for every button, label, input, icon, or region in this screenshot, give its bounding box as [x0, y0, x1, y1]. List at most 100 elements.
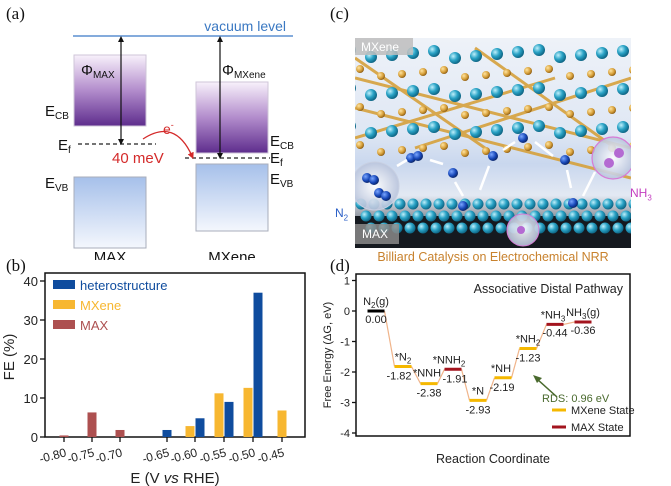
bar-mxene [185, 426, 195, 437]
rds-arrow-head [533, 375, 542, 383]
intermediate-label: N2(g) [363, 296, 389, 310]
d-connector [383, 310, 396, 367]
mxene-valence-band [195, 163, 269, 232]
mxene-evb-label: EVB [270, 171, 294, 190]
rds-annotation: RDS: 0.96 eV [542, 393, 610, 405]
d-ytick-label: 1 [344, 276, 350, 288]
bar-max [115, 429, 125, 437]
energy-value-label: -1.82 [386, 371, 411, 383]
b-xtick-label: -0.70 [94, 445, 124, 466]
illustration-graphic [355, 44, 631, 248]
chart-b-ylabel: FE (%) [1, 334, 18, 381]
mxene-ef-label: Ef [270, 150, 283, 169]
b-legend-label: heterostructure [80, 278, 167, 293]
energy-value-label: -2.19 [489, 382, 514, 394]
b-ytick-label: 0 [31, 430, 38, 445]
material-label-max: MAX [94, 249, 127, 260]
b-xtick-label: -0.45 [256, 445, 286, 466]
b-ytick-label: 40 [24, 274, 38, 289]
b-legend-label: MAX [80, 318, 109, 333]
energy-value-label: -2.93 [465, 404, 490, 416]
energy-value-label: -1.23 [515, 353, 540, 365]
b-legend-label: MXene [80, 298, 121, 313]
mxene-tag: MXene [361, 40, 400, 54]
chart-b-xlabel: E (V vs RHE) [130, 470, 219, 486]
mxene-tag-bg [355, 38, 413, 55]
billiard-catalysis-illustration: MXene MAX [355, 38, 631, 248]
b-ytick-label: 20 [24, 352, 38, 367]
b-xtick-label: -0.65 [141, 445, 171, 466]
band-diagram: vacuum level ΦMAX ΦMXene ECB Ef EVB ECB … [45, 18, 294, 260]
bar-heterostructure [224, 401, 234, 437]
d-connector [563, 321, 575, 326]
illustration-title: Billiard Catalysis on Electrochemical NR… [377, 250, 609, 264]
phi-mxene-label: ΦMXene [222, 62, 266, 81]
electron-transfer-arrow [142, 130, 194, 159]
bar-mxene [277, 410, 287, 437]
b-xtick-label: -0.50 [227, 445, 257, 466]
offset-label: 40 meV [112, 150, 164, 167]
max-ecb-label: ECB [45, 103, 69, 122]
max-substrate [355, 216, 631, 248]
d-connector [535, 324, 548, 349]
b-xtick-label: -0.60 [169, 445, 199, 466]
max-tag: MAX [362, 227, 389, 241]
n2-label: N2 [335, 206, 349, 223]
intermediate-label: *NH [491, 363, 511, 375]
intermediate-label: *NNH [413, 368, 441, 380]
b-xtick-label: -0.75 [66, 445, 96, 466]
nh3-bubble [591, 136, 631, 180]
max-ef-label: Ef [58, 137, 71, 156]
chart-d-xlabel: Reaction Coordinate [436, 452, 550, 466]
b-ytick-label: 30 [24, 313, 38, 328]
intermediate-label: *N2 [395, 352, 412, 366]
bar-max [59, 435, 69, 437]
chart-b-frame [44, 272, 306, 438]
bar-heterostructure [253, 292, 263, 437]
chart-d-ylabel: Free Energy (ΔG, eV) [322, 302, 334, 408]
vacuum-level-label: vacuum level [204, 18, 286, 34]
energy-value-label: -0.36 [570, 325, 595, 337]
d-connector [460, 369, 471, 401]
b-ytick-label: 10 [24, 391, 38, 406]
intermediate-label: *N [472, 385, 484, 397]
panel-label-c: (c) [330, 4, 349, 23]
pathway-arrows [396, 140, 597, 197]
bar-max [87, 412, 97, 437]
d-ytick-label: -1 [340, 337, 350, 349]
bar-heterostructure [195, 418, 205, 437]
panel-label-a: (a) [6, 4, 25, 23]
b-xtick-label: -0.55 [198, 445, 228, 466]
d-connector [510, 348, 521, 378]
b-xtick-label: -0.80 [38, 445, 68, 466]
mxene-lattice-atoms [355, 44, 631, 157]
d-ytick-label: 0 [344, 306, 350, 318]
intermediate-label: *NNH2 [433, 354, 466, 368]
d-legend-label: MXene State [571, 405, 635, 417]
energy-value-label: -2.38 [416, 388, 441, 400]
mxene-lattice-bonds [355, 46, 631, 180]
max-conduction-band [73, 54, 147, 127]
d-legend-label: MAX State [571, 422, 624, 434]
mxene-ecb-label: ECB [270, 133, 294, 152]
d-ytick-label: -4 [340, 428, 350, 440]
d-connector [410, 366, 422, 384]
bar-heterostructure [162, 429, 172, 437]
bar-mxene [243, 387, 253, 437]
bar-mxene [214, 393, 224, 437]
rds-arrow-line [536, 378, 558, 398]
phi-max-label: ΦMAX [81, 62, 115, 81]
max-valence-band [73, 176, 147, 249]
electron-label: e- [163, 120, 174, 137]
chart-d-title: Associative Distal Pathway [474, 282, 624, 296]
d-connector [436, 368, 446, 384]
d-ytick-label: -3 [340, 398, 350, 410]
material-label-mxene: MXene [208, 249, 256, 260]
n2-bubble [355, 161, 400, 211]
d-ytick-label: -2 [340, 367, 350, 379]
energy-value-label: -1.91 [442, 373, 467, 385]
b-legend-swatch [53, 320, 75, 329]
free-energy-diagram: 1 0 -1 -2 -3 -4 N2(g) 0.00 *N2 -1.82 *NNH -2.38 *NN… [322, 273, 635, 466]
mxene-conduction-band [195, 81, 269, 154]
energy-value-label: 0.00 [365, 314, 386, 326]
